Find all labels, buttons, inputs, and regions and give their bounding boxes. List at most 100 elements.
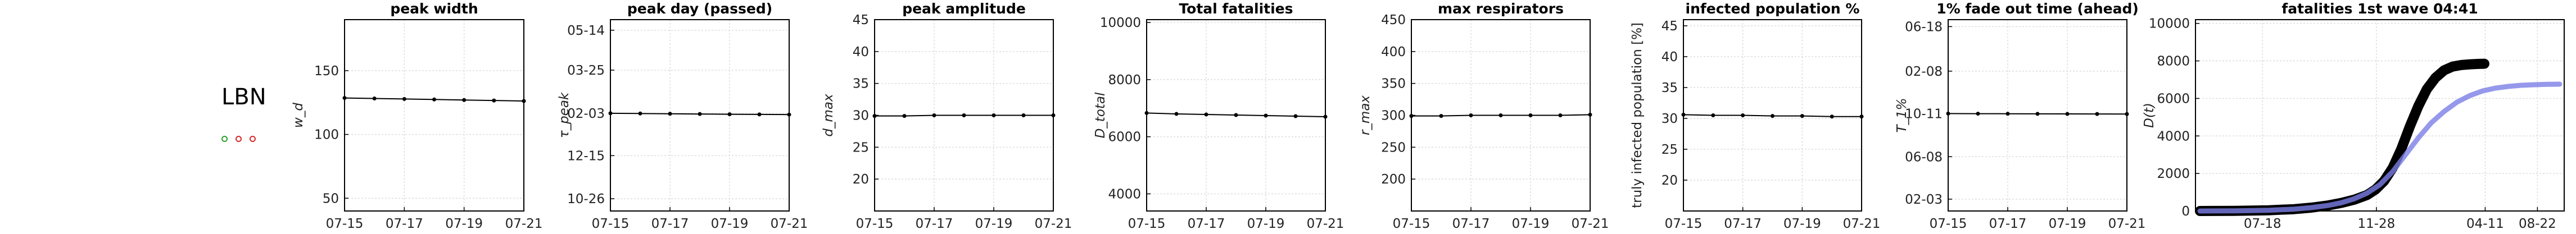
status-dot-red bbox=[236, 136, 242, 142]
x-tick-label: 07-21 bbox=[771, 217, 808, 231]
x-tick-label: 08-22 bbox=[2519, 217, 2556, 231]
chart-title: peak day (passed) bbox=[627, 1, 772, 17]
x-tick-label: 07-18 bbox=[2244, 217, 2281, 231]
data-point bbox=[1830, 114, 1834, 119]
x-tick-label: 07-15 bbox=[1930, 217, 1967, 231]
y-axis-label: r_max bbox=[1358, 95, 1373, 135]
data-point bbox=[787, 112, 791, 117]
chart-title: peak amplitude bbox=[902, 1, 1026, 17]
x-tick-label: 07-19 bbox=[1512, 217, 1550, 231]
x-tick-label: 07-15 bbox=[592, 217, 630, 231]
data-point bbox=[757, 112, 762, 117]
data-point bbox=[1204, 112, 1208, 117]
y-tick-label: 06-18 bbox=[1905, 20, 1943, 34]
data-point bbox=[1976, 112, 1980, 116]
y-tick-label: 45 bbox=[853, 13, 869, 27]
x-tick-label: 07-19 bbox=[975, 217, 1013, 231]
status-dots bbox=[221, 134, 264, 144]
data-point bbox=[522, 99, 526, 103]
x-tick-label: 07-15 bbox=[326, 217, 364, 231]
x-tick-label: 07-19 bbox=[1247, 217, 1285, 231]
x-tick-label: 07-21 bbox=[1307, 217, 1344, 231]
chart-panel-6: 20 25 30 35 40 45 07-15 07-17 07-19 07-21 infected… bbox=[1630, 1, 1880, 231]
y-tick-label: 10000 bbox=[1100, 16, 1141, 30]
data-point bbox=[1528, 113, 1533, 117]
chart-panel-4: 4000 6000 8000 10000 07-15 07-17 07-19 07-21 Tot… bbox=[1093, 1, 1344, 231]
x-tick-label: 04-11 bbox=[2466, 217, 2504, 231]
y-tick-label: 06-08 bbox=[1905, 150, 1943, 164]
x-tick-label: 07-21 bbox=[2108, 217, 2146, 231]
data-point bbox=[1234, 113, 1238, 117]
y-axis-label: truly infected population [%] bbox=[1630, 22, 1645, 208]
x-tick-label: 07-19 bbox=[711, 217, 749, 231]
data-point bbox=[1498, 113, 1503, 117]
data-point bbox=[1588, 112, 1592, 117]
data-point bbox=[1144, 111, 1149, 115]
y-tick-label: 12-15 bbox=[567, 149, 605, 163]
y-tick-label: 10-11 bbox=[1905, 107, 1943, 121]
y-tick-label: 6000 bbox=[1108, 130, 1141, 145]
y-tick-label: 03-25 bbox=[567, 63, 605, 78]
chart-panel-2: 10-26 12-15 02-03 03-25 05-14 07-15 07-17 07-19… bbox=[557, 1, 808, 231]
x-tick-label: 11-28 bbox=[2357, 217, 2395, 231]
chart-title: Total fatalities bbox=[1179, 1, 1293, 17]
data-point bbox=[2095, 112, 2099, 116]
y-axis-label: τ_peak bbox=[557, 91, 572, 138]
x-tick-label: 07-17 bbox=[1989, 217, 2027, 231]
y-tick-label: 8000 bbox=[1108, 73, 1141, 88]
status-dot-green bbox=[221, 136, 228, 142]
data-point bbox=[492, 98, 496, 103]
data-point bbox=[2005, 112, 2010, 116]
data-point bbox=[962, 113, 966, 117]
y-axis-label: D_total bbox=[1093, 92, 1108, 138]
x-tick-label: 07-17 bbox=[1452, 217, 1490, 231]
data-point bbox=[638, 111, 642, 116]
data-point bbox=[1946, 111, 1950, 116]
chart-panel-1: 50 100 150 07-15 07-17 07-19 07-21 peak width w_… bbox=[291, 1, 542, 231]
chart-title: peak width bbox=[390, 1, 478, 17]
y-tick-label: 150 bbox=[314, 64, 339, 79]
y-tick-label: 400 bbox=[1381, 45, 1406, 59]
y-tick-label: 350 bbox=[1381, 77, 1406, 91]
x-tick-label: 07-21 bbox=[1035, 217, 1072, 231]
chart-title: infected population % bbox=[1686, 1, 1860, 17]
chart-panel-7: 02-03 06-08 10-11 02-08 06-18 07-15 07-17 07-19… bbox=[1895, 1, 2145, 231]
data-point bbox=[1859, 114, 1864, 119]
y-tick-label: 450 bbox=[1381, 13, 1406, 27]
chart-title: max respirators bbox=[1438, 1, 1564, 17]
x-tick-label: 07-15 bbox=[856, 217, 894, 231]
y-axis-label: d_max bbox=[821, 94, 836, 137]
y-axis-label: T_1% bbox=[1895, 98, 1909, 132]
y-tick-label: 200 bbox=[1381, 172, 1406, 187]
plot-frame bbox=[344, 19, 524, 212]
data-point bbox=[1711, 113, 1715, 117]
x-tick-label: 07-17 bbox=[1188, 217, 1225, 231]
data-point bbox=[2125, 112, 2129, 116]
y-tick-label: 02-03 bbox=[1905, 192, 1943, 207]
x-tick-label: 07-15 bbox=[1665, 217, 1703, 231]
y-tick-label: 30 bbox=[1662, 112, 1678, 126]
y-tick-label: 05-14 bbox=[567, 24, 605, 38]
x-tick-label: 07-21 bbox=[1572, 217, 1609, 231]
y-tick-label: 10-26 bbox=[567, 192, 605, 207]
y-tick-label: 02-08 bbox=[1905, 65, 1943, 79]
data-point bbox=[872, 114, 877, 118]
x-tick-label: 07-15 bbox=[1128, 217, 1166, 231]
data-point bbox=[1409, 114, 1414, 118]
data-point bbox=[698, 112, 702, 116]
y-tick-label: 0 bbox=[2181, 204, 2190, 219]
x-tick-label: 07-21 bbox=[1843, 217, 1881, 231]
data-point bbox=[608, 111, 613, 116]
x-tick-label: 07-19 bbox=[2049, 217, 2086, 231]
data-point bbox=[462, 98, 467, 102]
y-tick-label: 25 bbox=[1662, 143, 1678, 157]
data-point bbox=[1323, 114, 1328, 119]
data-point bbox=[1021, 113, 1026, 117]
y-tick-label: 30 bbox=[853, 109, 869, 123]
y-axis-label: w_d bbox=[291, 103, 306, 128]
data-point bbox=[2035, 112, 2040, 116]
y-tick-label: 35 bbox=[1662, 81, 1678, 95]
data-point bbox=[1741, 113, 1745, 117]
y-tick-label: 6000 bbox=[2157, 91, 2190, 106]
x-tick-label: 07-17 bbox=[386, 217, 423, 231]
